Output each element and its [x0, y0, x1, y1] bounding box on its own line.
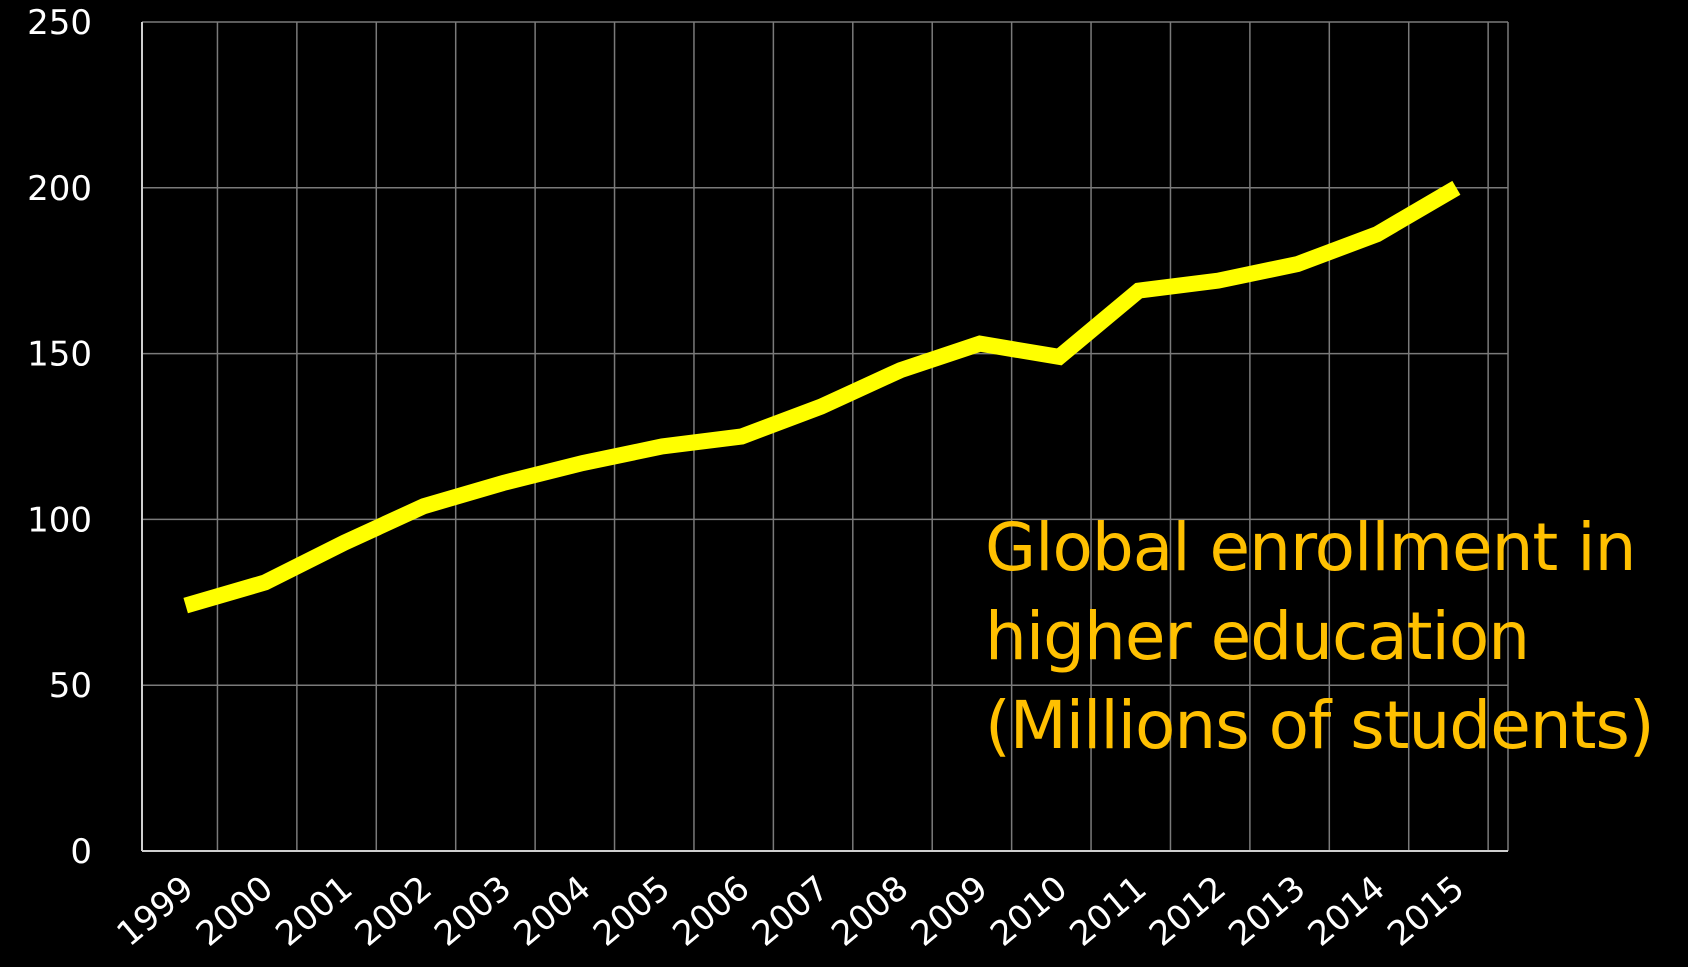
x-tick-label: 2005 — [586, 868, 678, 954]
annotation-line-2: higher education — [985, 598, 1530, 675]
annotation-line-3: (Millions of students) — [985, 687, 1655, 764]
y-tick-label: 150 — [27, 335, 92, 375]
y-tick-label: 200 — [27, 169, 92, 209]
y-axis-tick-labels: 0 50 100 150 200 250 — [27, 3, 92, 872]
x-tick-label: 2003 — [427, 868, 519, 954]
series-line — [183, 180, 1461, 614]
x-tick-label: 2001 — [268, 868, 360, 954]
x-tick-label: 2002 — [348, 868, 440, 954]
x-tick-label: 2000 — [189, 868, 281, 954]
gridlines — [142, 21, 1509, 851]
y-tick-label: 100 — [27, 500, 92, 540]
x-tick-label: 2014 — [1301, 868, 1393, 954]
y-tick-label: 0 — [70, 832, 92, 872]
annotation-line-1: Global enrollment in — [985, 509, 1636, 586]
axes — [141, 22, 1508, 852]
x-tick-label: 2011 — [1062, 868, 1154, 954]
y-tick-label: 50 — [49, 666, 92, 706]
x-tick-label: 2007 — [745, 868, 837, 954]
x-axis-tick-labels: 1999200020012002200320042005200620072008… — [109, 868, 1472, 954]
x-tick-label: 1999 — [109, 868, 201, 954]
x-tick-label: 2004 — [507, 868, 599, 954]
x-tick-label: 2012 — [1142, 868, 1234, 954]
x-tick-label: 2008 — [824, 868, 916, 954]
x-tick-label: 2015 — [1380, 868, 1472, 954]
x-tick-label: 2009 — [904, 868, 996, 954]
chart-annotation: Global enrollment in higher education (M… — [985, 503, 1655, 770]
x-tick-label: 2006 — [665, 868, 757, 954]
x-tick-label: 2013 — [1221, 868, 1313, 954]
x-tick-label: 2010 — [983, 868, 1075, 954]
y-tick-label: 250 — [27, 3, 92, 43]
series-lines — [183, 180, 1461, 614]
